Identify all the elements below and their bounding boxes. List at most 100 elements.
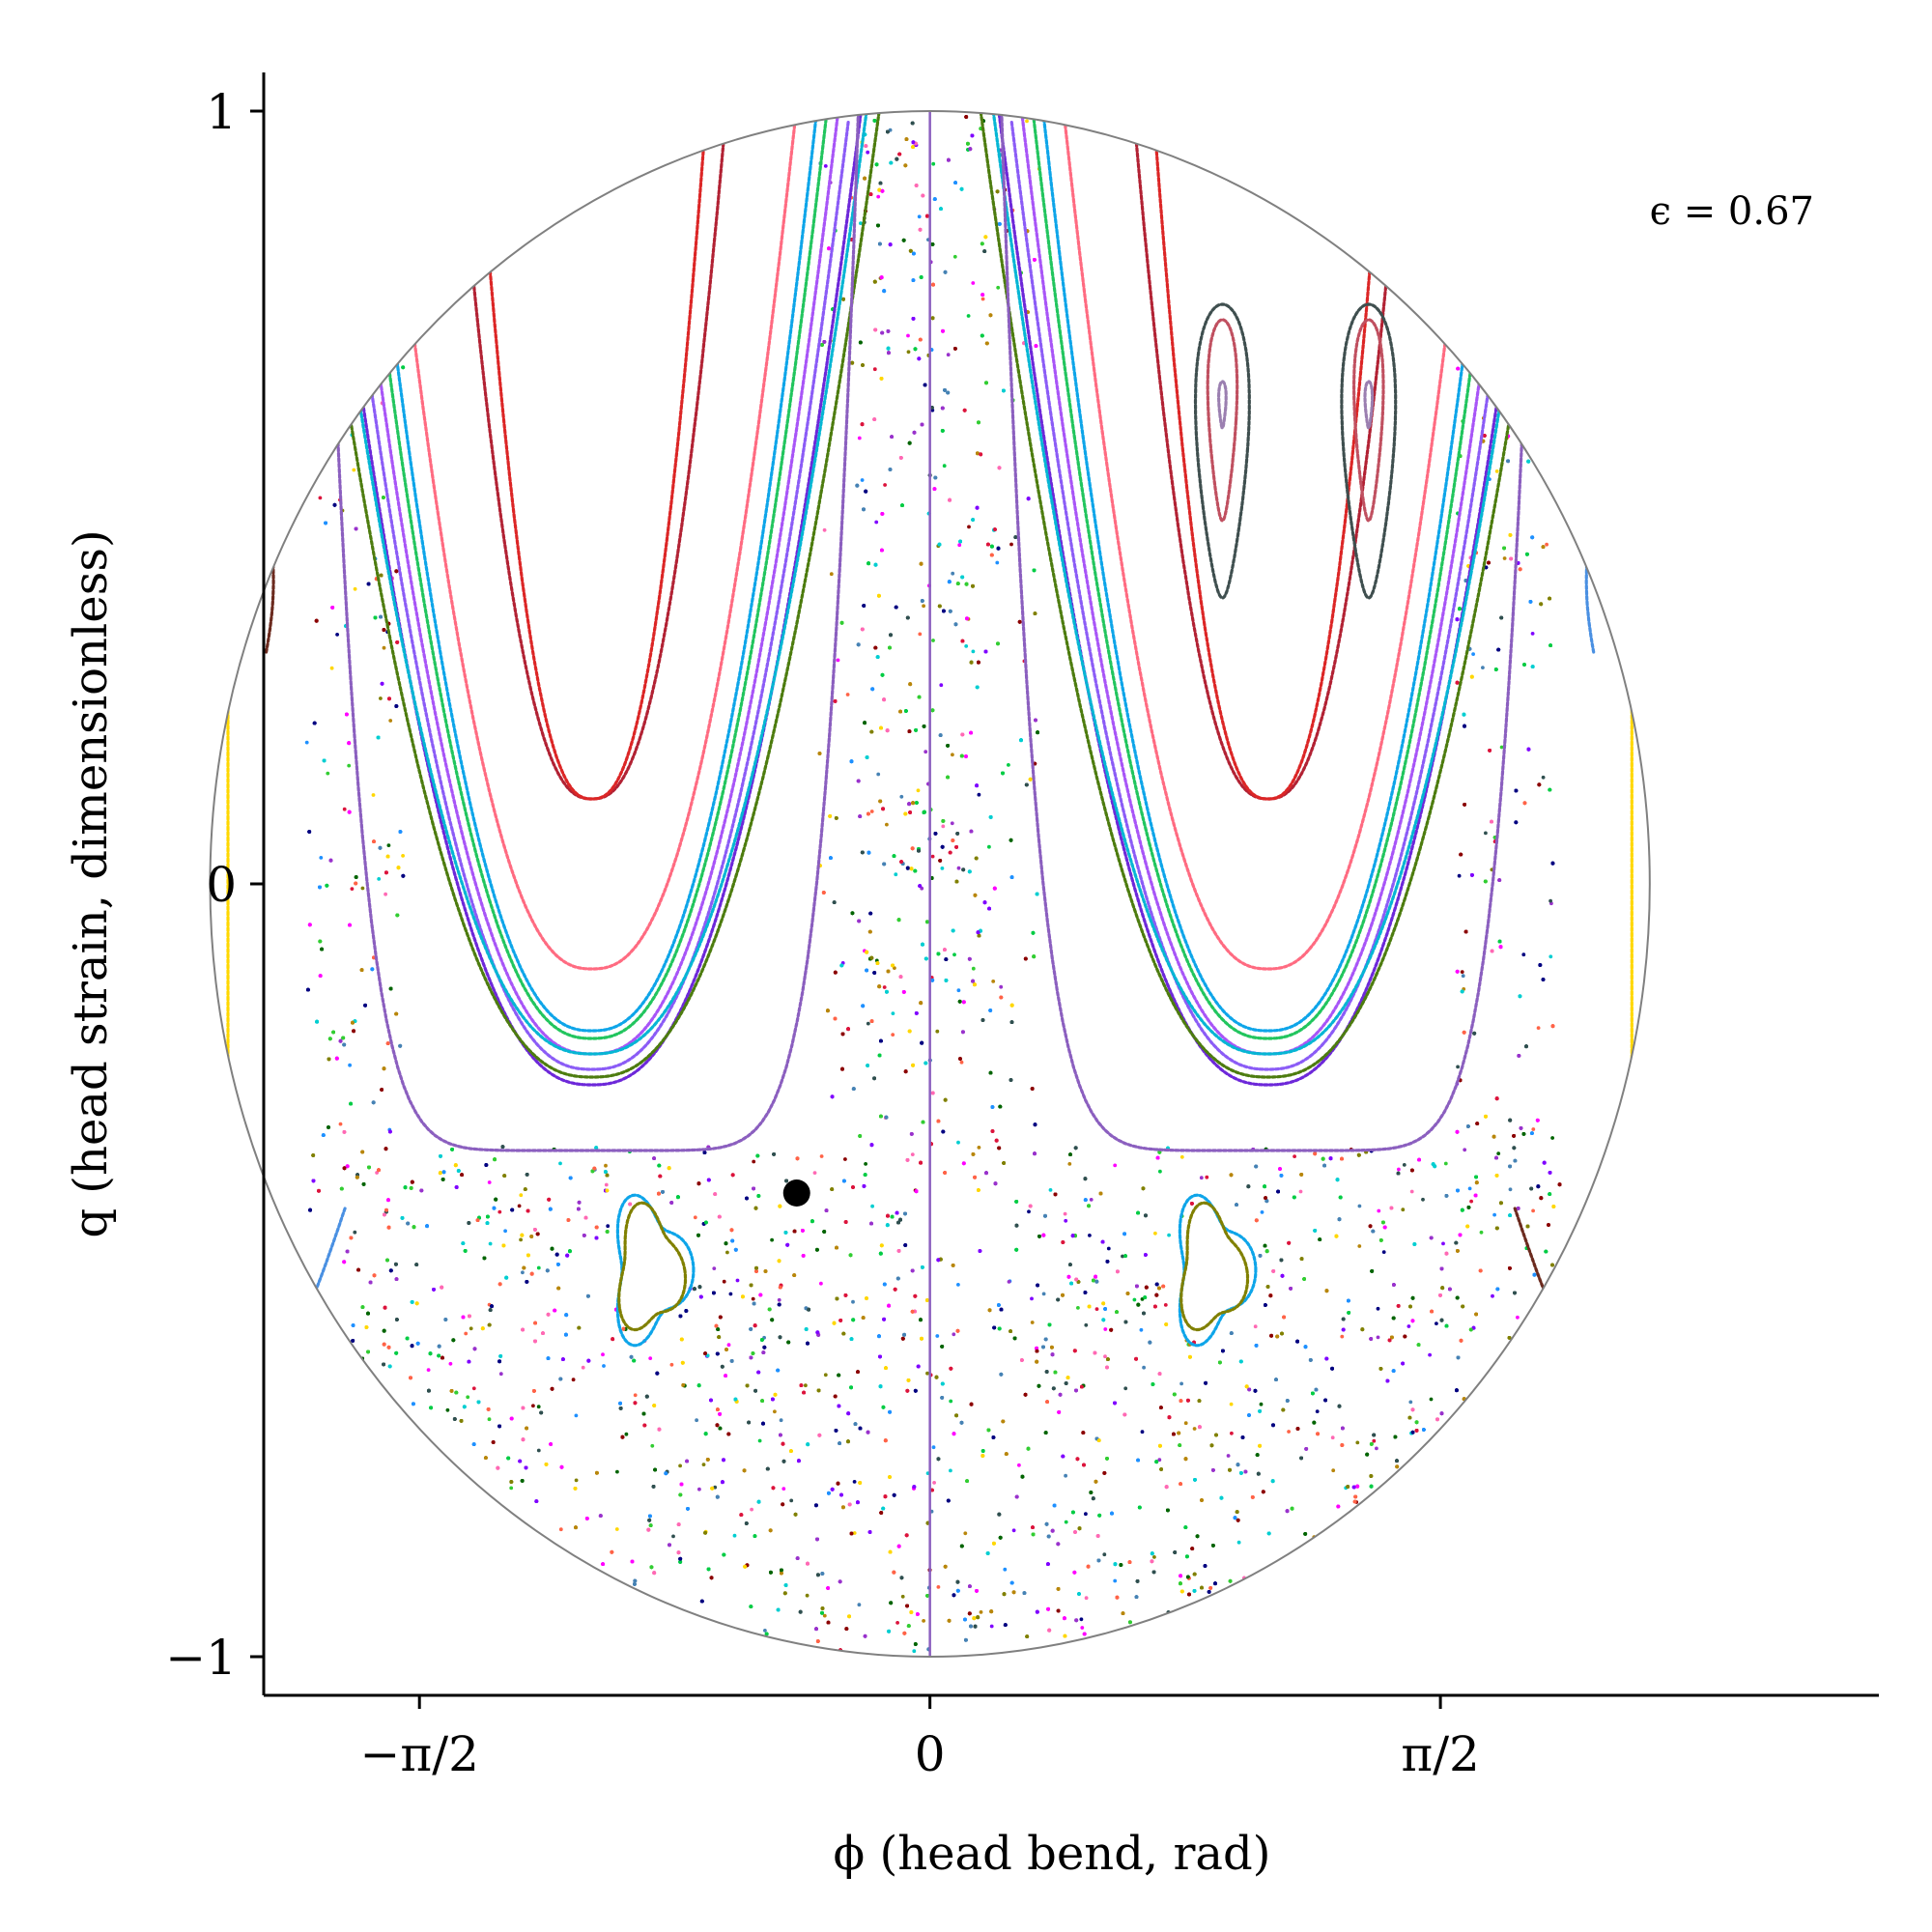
sea-point bbox=[726, 1343, 731, 1348]
sea-point bbox=[1084, 1512, 1088, 1517]
sea-point bbox=[497, 1209, 502, 1214]
sea-point bbox=[1183, 1421, 1188, 1426]
sea-point bbox=[536, 1265, 541, 1270]
sea-point bbox=[951, 753, 954, 757]
sea-point bbox=[891, 1033, 895, 1037]
sea-point bbox=[712, 1266, 717, 1270]
sea-point bbox=[991, 980, 996, 983]
sea-point bbox=[1094, 1307, 1099, 1311]
sea-point bbox=[725, 1250, 729, 1255]
sea-point bbox=[1463, 1148, 1467, 1152]
sea-point bbox=[1027, 1209, 1031, 1214]
sea-point bbox=[1007, 763, 1010, 767]
sea-point bbox=[693, 1215, 697, 1220]
sea-point bbox=[935, 1334, 940, 1338]
sea-point bbox=[949, 1399, 953, 1404]
sea-point bbox=[851, 1299, 855, 1304]
sea-point bbox=[823, 1373, 828, 1378]
sea-point bbox=[752, 1159, 756, 1164]
sea-point bbox=[624, 1432, 629, 1436]
sea-point bbox=[1192, 1427, 1197, 1431]
sea-point bbox=[885, 822, 889, 827]
sea-point bbox=[1260, 1210, 1264, 1214]
sea-point bbox=[822, 1613, 827, 1618]
sea-point bbox=[1063, 1211, 1067, 1216]
sea-point bbox=[989, 1624, 994, 1629]
sea-point bbox=[448, 1361, 453, 1366]
sea-point bbox=[471, 1386, 476, 1391]
sea-point bbox=[874, 520, 879, 525]
sea-point bbox=[581, 1365, 585, 1370]
sea-point bbox=[1376, 1335, 1380, 1340]
sea-point bbox=[922, 604, 925, 609]
sea-point bbox=[697, 1487, 701, 1492]
sea-point bbox=[1102, 1552, 1107, 1557]
sea-point bbox=[1499, 745, 1504, 750]
sea-point bbox=[487, 1417, 492, 1422]
sea-point bbox=[789, 1498, 794, 1503]
sea-point bbox=[487, 1180, 492, 1184]
sea-point bbox=[517, 1204, 522, 1208]
sea-point bbox=[932, 1481, 936, 1485]
sea-point bbox=[466, 1395, 470, 1400]
sea-point bbox=[1357, 1204, 1362, 1208]
sea-point bbox=[1516, 1315, 1520, 1320]
sea-point bbox=[906, 350, 911, 355]
sea-point bbox=[558, 1161, 562, 1166]
sea-point bbox=[977, 792, 981, 797]
sea-point bbox=[1406, 1324, 1411, 1328]
sea-point bbox=[971, 281, 976, 285]
sea-point bbox=[1402, 1163, 1406, 1167]
sea-point bbox=[987, 844, 991, 849]
sea-point bbox=[1315, 1409, 1320, 1413]
sea-point bbox=[377, 877, 382, 881]
sea-point bbox=[1441, 1241, 1445, 1246]
sea-point bbox=[1357, 1244, 1362, 1248]
sea-point bbox=[899, 794, 904, 799]
sea-point bbox=[1469, 1199, 1473, 1204]
sea-point bbox=[1471, 652, 1475, 656]
sea-point bbox=[883, 483, 887, 487]
sea-point bbox=[1545, 542, 1548, 547]
sea-point bbox=[1435, 1321, 1438, 1325]
sea-point bbox=[521, 1270, 525, 1275]
sea-point bbox=[963, 1531, 968, 1536]
sea-point bbox=[941, 824, 946, 829]
sea-point bbox=[1236, 1540, 1241, 1545]
sea-point bbox=[713, 1485, 718, 1490]
sea-point bbox=[999, 984, 1004, 989]
sea-point bbox=[952, 1332, 956, 1337]
sea-point bbox=[488, 1241, 493, 1246]
sea-point bbox=[1076, 1306, 1080, 1310]
sea-point bbox=[1550, 1136, 1554, 1140]
sea-point bbox=[750, 1507, 753, 1512]
sea-point bbox=[701, 1463, 706, 1466]
sea-point bbox=[980, 297, 985, 301]
sea-point bbox=[1017, 1463, 1021, 1467]
sea-point bbox=[1492, 1212, 1496, 1217]
sea-point bbox=[1408, 1400, 1413, 1405]
sea-point bbox=[781, 1487, 786, 1491]
sea-point bbox=[536, 1405, 541, 1409]
sea-point bbox=[1548, 898, 1552, 903]
sea-point bbox=[536, 1448, 541, 1453]
sea-point bbox=[777, 1297, 781, 1302]
sea-point bbox=[869, 810, 874, 813]
sea-point bbox=[900, 1594, 905, 1599]
sea-point bbox=[819, 1154, 824, 1158]
sea-point bbox=[375, 1171, 379, 1175]
sea-point bbox=[1372, 1438, 1377, 1443]
sea-point bbox=[342, 807, 347, 811]
sea-point bbox=[845, 693, 850, 696]
sea-point bbox=[893, 966, 896, 970]
sea-point bbox=[860, 478, 865, 482]
sea-point bbox=[882, 985, 887, 989]
sea-point bbox=[859, 221, 863, 226]
sea-point bbox=[773, 1409, 777, 1414]
sea-point bbox=[1401, 1208, 1406, 1212]
sea-point bbox=[426, 1368, 431, 1372]
sea-point bbox=[1030, 1321, 1035, 1324]
sea-point bbox=[952, 952, 956, 957]
sea-point bbox=[1494, 469, 1499, 473]
